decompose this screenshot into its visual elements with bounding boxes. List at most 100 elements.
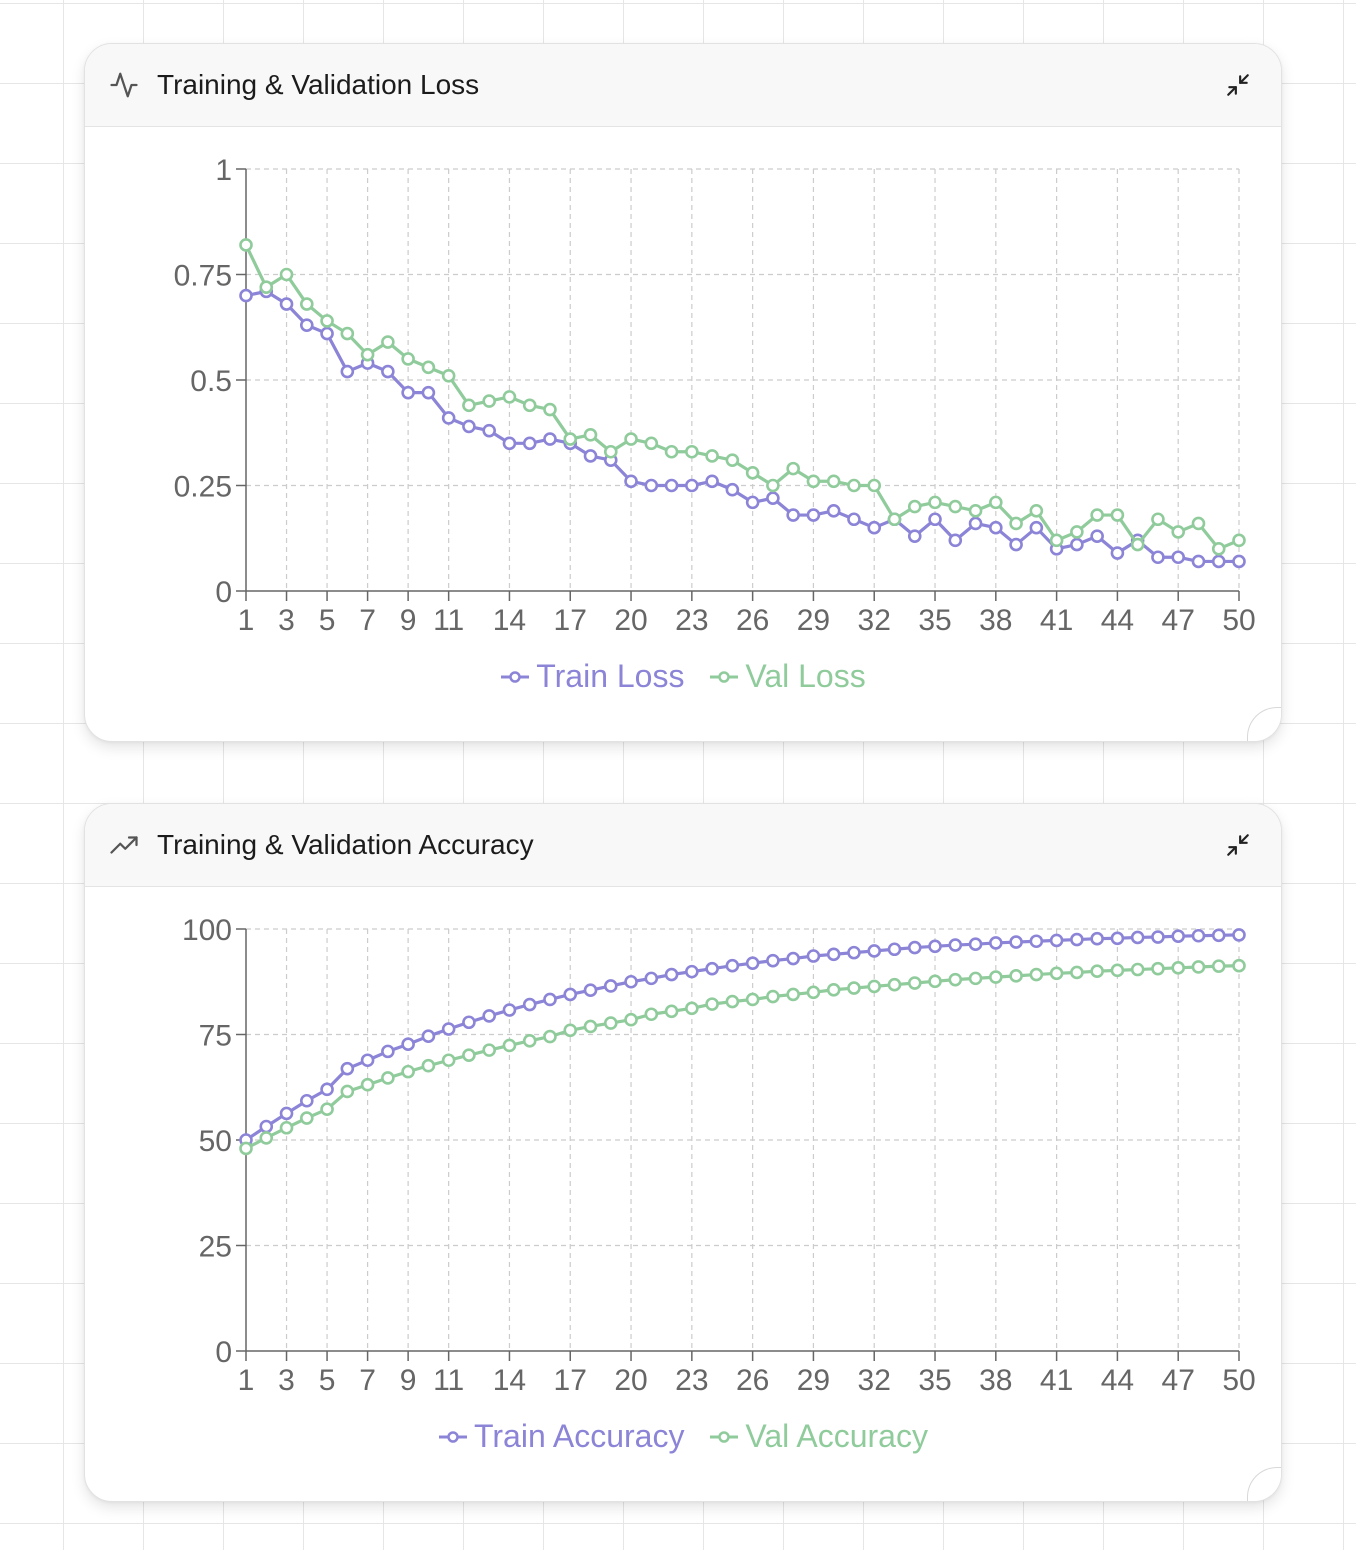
data-point-val-accuracy — [279, 1120, 294, 1135]
data-point-val-loss — [1151, 512, 1165, 527]
data-point-train-accuracy — [1009, 935, 1023, 949]
y-tick-label: 25 — [199, 1231, 232, 1264]
data-point-train-loss — [644, 478, 659, 493]
data-point-val-loss — [1029, 504, 1044, 518]
data-point-val-accuracy — [502, 1038, 517, 1053]
data-point-train-accuracy — [299, 1093, 314, 1108]
data-point-val-accuracy — [1009, 969, 1023, 983]
x-tick-label: 47 — [1162, 604, 1195, 637]
card-header: Training & Validation Loss — [85, 44, 1281, 127]
legend-label: Train Accuracy — [474, 1418, 685, 1454]
y-tick-label: 50 — [199, 1125, 232, 1158]
loss-chart-card: Training & Validation Loss 0 0.25 0.5 0.75 1… — [84, 43, 1282, 742]
data-point-val-accuracy — [928, 974, 942, 989]
data-point-train-accuracy — [968, 937, 983, 951]
data-point-val-accuracy — [462, 1048, 476, 1062]
data-point-train-loss — [1151, 550, 1165, 565]
data-point-val-loss — [867, 478, 882, 493]
data-point-train-accuracy — [928, 939, 942, 954]
legend-item-val-accuracy[interactable]: Val Accuracy — [709, 1417, 928, 1455]
data-point-train-loss — [1110, 546, 1125, 560]
data-point-val-loss — [1232, 533, 1246, 548]
data-point-val-loss — [381, 335, 395, 349]
data-point-val-loss — [1171, 525, 1186, 539]
data-point-train-accuracy — [806, 949, 821, 963]
data-point-val-accuracy — [826, 982, 841, 997]
data-point-train-loss — [381, 364, 395, 379]
data-point-train-loss — [1191, 554, 1206, 569]
data-point-train-loss — [928, 512, 942, 527]
data-point-train-accuracy — [1171, 929, 1186, 943]
data-point-val-accuracy — [239, 1141, 253, 1156]
y-tick-label: 0 — [215, 1336, 232, 1369]
data-point-train-accuracy — [1090, 931, 1104, 946]
series-line-val-loss — [244, 244, 1240, 551]
data-point-train-loss — [786, 508, 800, 522]
x-tick-label: 26 — [736, 604, 769, 637]
data-point-train-accuracy — [603, 979, 618, 993]
data-point-val-loss — [522, 398, 537, 413]
data-point-val-loss — [745, 466, 760, 480]
trending-up-icon — [110, 836, 138, 854]
data-point-val-accuracy — [1151, 961, 1165, 976]
legend-item-train-loss[interactable]: Train Loss — [500, 657, 684, 695]
data-point-val-loss — [482, 394, 496, 408]
x-tick-label: 9 — [400, 1364, 417, 1397]
data-point-train-accuracy — [725, 958, 740, 973]
data-point-train-accuracy — [320, 1082, 334, 1097]
data-point-train-loss — [1070, 537, 1084, 552]
activity-icon — [110, 72, 138, 98]
data-point-val-loss — [360, 347, 375, 362]
collapse-icon[interactable] — [1225, 832, 1251, 858]
data-point-val-accuracy — [421, 1058, 436, 1073]
legend-item-train-accuracy[interactable]: Train Accuracy — [438, 1417, 684, 1455]
data-point-train-loss — [1029, 520, 1044, 535]
y-tick-label: 100 — [182, 914, 232, 947]
data-point-val-accuracy — [1070, 965, 1084, 980]
legend-item-val-loss[interactable]: Val Loss — [709, 657, 866, 695]
data-point-train-accuracy — [360, 1053, 375, 1068]
data-point-val-accuracy — [1232, 958, 1246, 973]
data-point-train-loss — [1232, 554, 1246, 569]
collapse-icon[interactable] — [1225, 72, 1251, 98]
data-point-train-accuracy — [786, 951, 800, 966]
data-point-val-loss — [847, 478, 861, 493]
x-tick-label: 38 — [979, 1364, 1012, 1397]
data-point-train-loss — [745, 495, 760, 510]
data-point-val-accuracy — [320, 1102, 334, 1116]
data-point-train-loss — [664, 478, 679, 493]
y-tick-label: 0.5 — [190, 365, 232, 398]
legend-marker-val — [710, 1430, 739, 1443]
data-point-val-loss — [1049, 533, 1064, 548]
x-tick-label: 20 — [614, 604, 647, 637]
x-tick-label: 17 — [554, 1364, 587, 1397]
y-tick-label: 1 — [215, 154, 232, 187]
x-tick-label: 3 — [278, 1364, 295, 1397]
x-tick-label: 1 — [238, 1364, 255, 1397]
data-point-val-loss — [340, 326, 355, 341]
x-tick-label: 38 — [979, 604, 1012, 637]
data-point-train-accuracy — [644, 971, 659, 986]
x-tick-label: 32 — [858, 604, 891, 637]
data-point-val-accuracy — [1191, 960, 1206, 974]
x-tick-label: 23 — [675, 1364, 708, 1397]
x-tick-label: 47 — [1162, 1364, 1195, 1397]
data-point-val-loss — [502, 390, 517, 404]
data-point-train-accuracy — [745, 956, 760, 970]
data-point-val-accuracy — [340, 1084, 355, 1099]
data-point-train-accuracy — [462, 1015, 476, 1030]
y-tick-label: 0.25 — [174, 471, 232, 504]
data-point-val-loss — [907, 499, 922, 514]
x-tick-label: 29 — [797, 1364, 830, 1397]
data-point-val-accuracy — [725, 994, 740, 1009]
data-point-train-accuracy — [441, 1022, 456, 1036]
data-point-train-loss — [705, 474, 719, 489]
x-tick-label: 32 — [858, 1364, 891, 1397]
x-tick-label: 5 — [319, 1364, 336, 1397]
y-tick-label: 75 — [199, 1020, 232, 1053]
data-point-train-loss — [766, 491, 780, 505]
data-point-val-accuracy — [381, 1071, 395, 1085]
data-point-val-loss — [299, 297, 314, 311]
accuracy-chart-card: Training & Validation Accuracy 0 25 50 75 10… — [84, 803, 1282, 1502]
data-point-train-accuracy — [766, 953, 780, 968]
